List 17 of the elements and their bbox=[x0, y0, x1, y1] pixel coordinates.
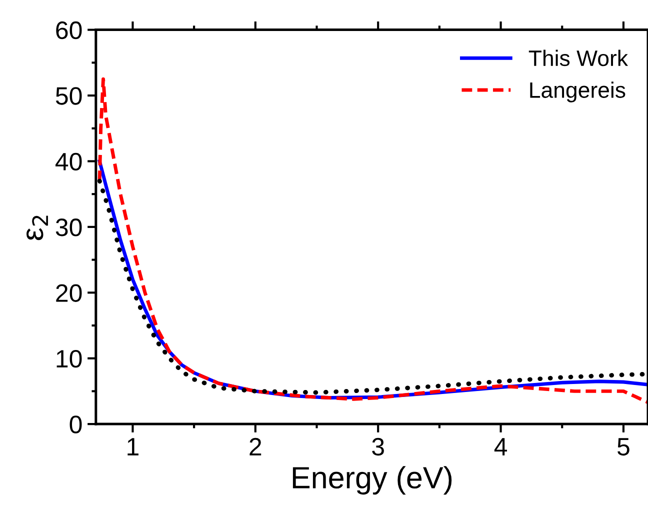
legend-label: Langereis bbox=[530, 82, 626, 102]
y-axis-title: ε$_{2}$ bbox=[26, 216, 48, 240]
x-tick-label: 1 bbox=[128, 438, 138, 456]
y-tick-label: 20 bbox=[56, 284, 82, 302]
x-tick-label: 3 bbox=[372, 438, 384, 456]
y-tick-label: 40 bbox=[55, 152, 82, 171]
legend-label: This Work bbox=[528, 50, 628, 66]
y-tick-label: 30 bbox=[56, 218, 82, 236]
y-tick-label: 0 bbox=[70, 416, 82, 434]
x-tick-label: 4 bbox=[494, 438, 507, 456]
x-axis-title: Energy (eV) bbox=[292, 466, 452, 495]
x-tick-label: 2 bbox=[250, 438, 262, 456]
line-series bbox=[98, 77, 648, 404]
y-tick-label: 10 bbox=[56, 350, 82, 368]
x-tick-label: 5 bbox=[618, 438, 630, 456]
y-tick-label: 50 bbox=[56, 87, 82, 105]
y-tick-label: 60 bbox=[56, 21, 82, 40]
